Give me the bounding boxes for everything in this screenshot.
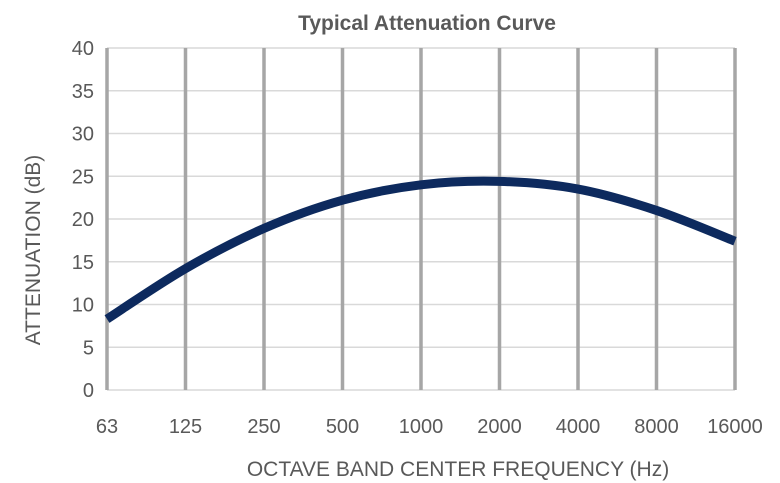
data-point <box>342 200 343 201</box>
data-point <box>107 319 108 320</box>
y-axis-label: ATTENUATION (dB) <box>22 155 45 346</box>
data-point <box>656 210 657 211</box>
series-line <box>104 176 737 323</box>
series-group <box>104 176 737 323</box>
y-tick-label: 25 <box>72 166 94 188</box>
x-tick-label: 500 <box>326 416 359 438</box>
y-tick-label: 5 <box>83 337 94 359</box>
y-tick-label: 0 <box>83 380 94 402</box>
x-tick-label: 63 <box>96 416 118 438</box>
data-point <box>578 189 579 190</box>
x-tick-label: 16000 <box>707 416 763 438</box>
x-tick-label: 250 <box>247 416 280 438</box>
x-tick-label: 2000 <box>477 416 522 438</box>
data-point <box>735 241 736 242</box>
x-axis-label: OCTAVE BAND CENTER FREQUENCY (Hz) <box>247 458 669 481</box>
data-point <box>185 268 186 269</box>
x-tick-label: 125 <box>169 416 202 438</box>
y-tick-label: 40 <box>72 38 94 60</box>
data-point <box>499 181 500 182</box>
x-tick-label: 1000 <box>399 416 444 438</box>
vertical-gridlines <box>105 48 737 390</box>
x-tick-label: 4000 <box>556 416 601 438</box>
y-tick-label: 10 <box>72 295 94 317</box>
x-tick-labels: 63 125 250 500 1000 2000 4000 8000 16000 <box>96 416 763 438</box>
y-tick-labels: 0 5 10 15 20 25 30 35 40 <box>72 38 94 402</box>
data-point <box>264 228 265 229</box>
data-point <box>421 184 422 185</box>
y-tick-label: 30 <box>72 124 94 146</box>
x-tick-label: 8000 <box>634 416 679 438</box>
chart-title: Typical Attenuation Curve <box>298 12 556 35</box>
y-tick-label: 15 <box>72 252 94 274</box>
y-tick-label: 35 <box>72 81 94 103</box>
y-tick-label: 20 <box>72 209 94 231</box>
